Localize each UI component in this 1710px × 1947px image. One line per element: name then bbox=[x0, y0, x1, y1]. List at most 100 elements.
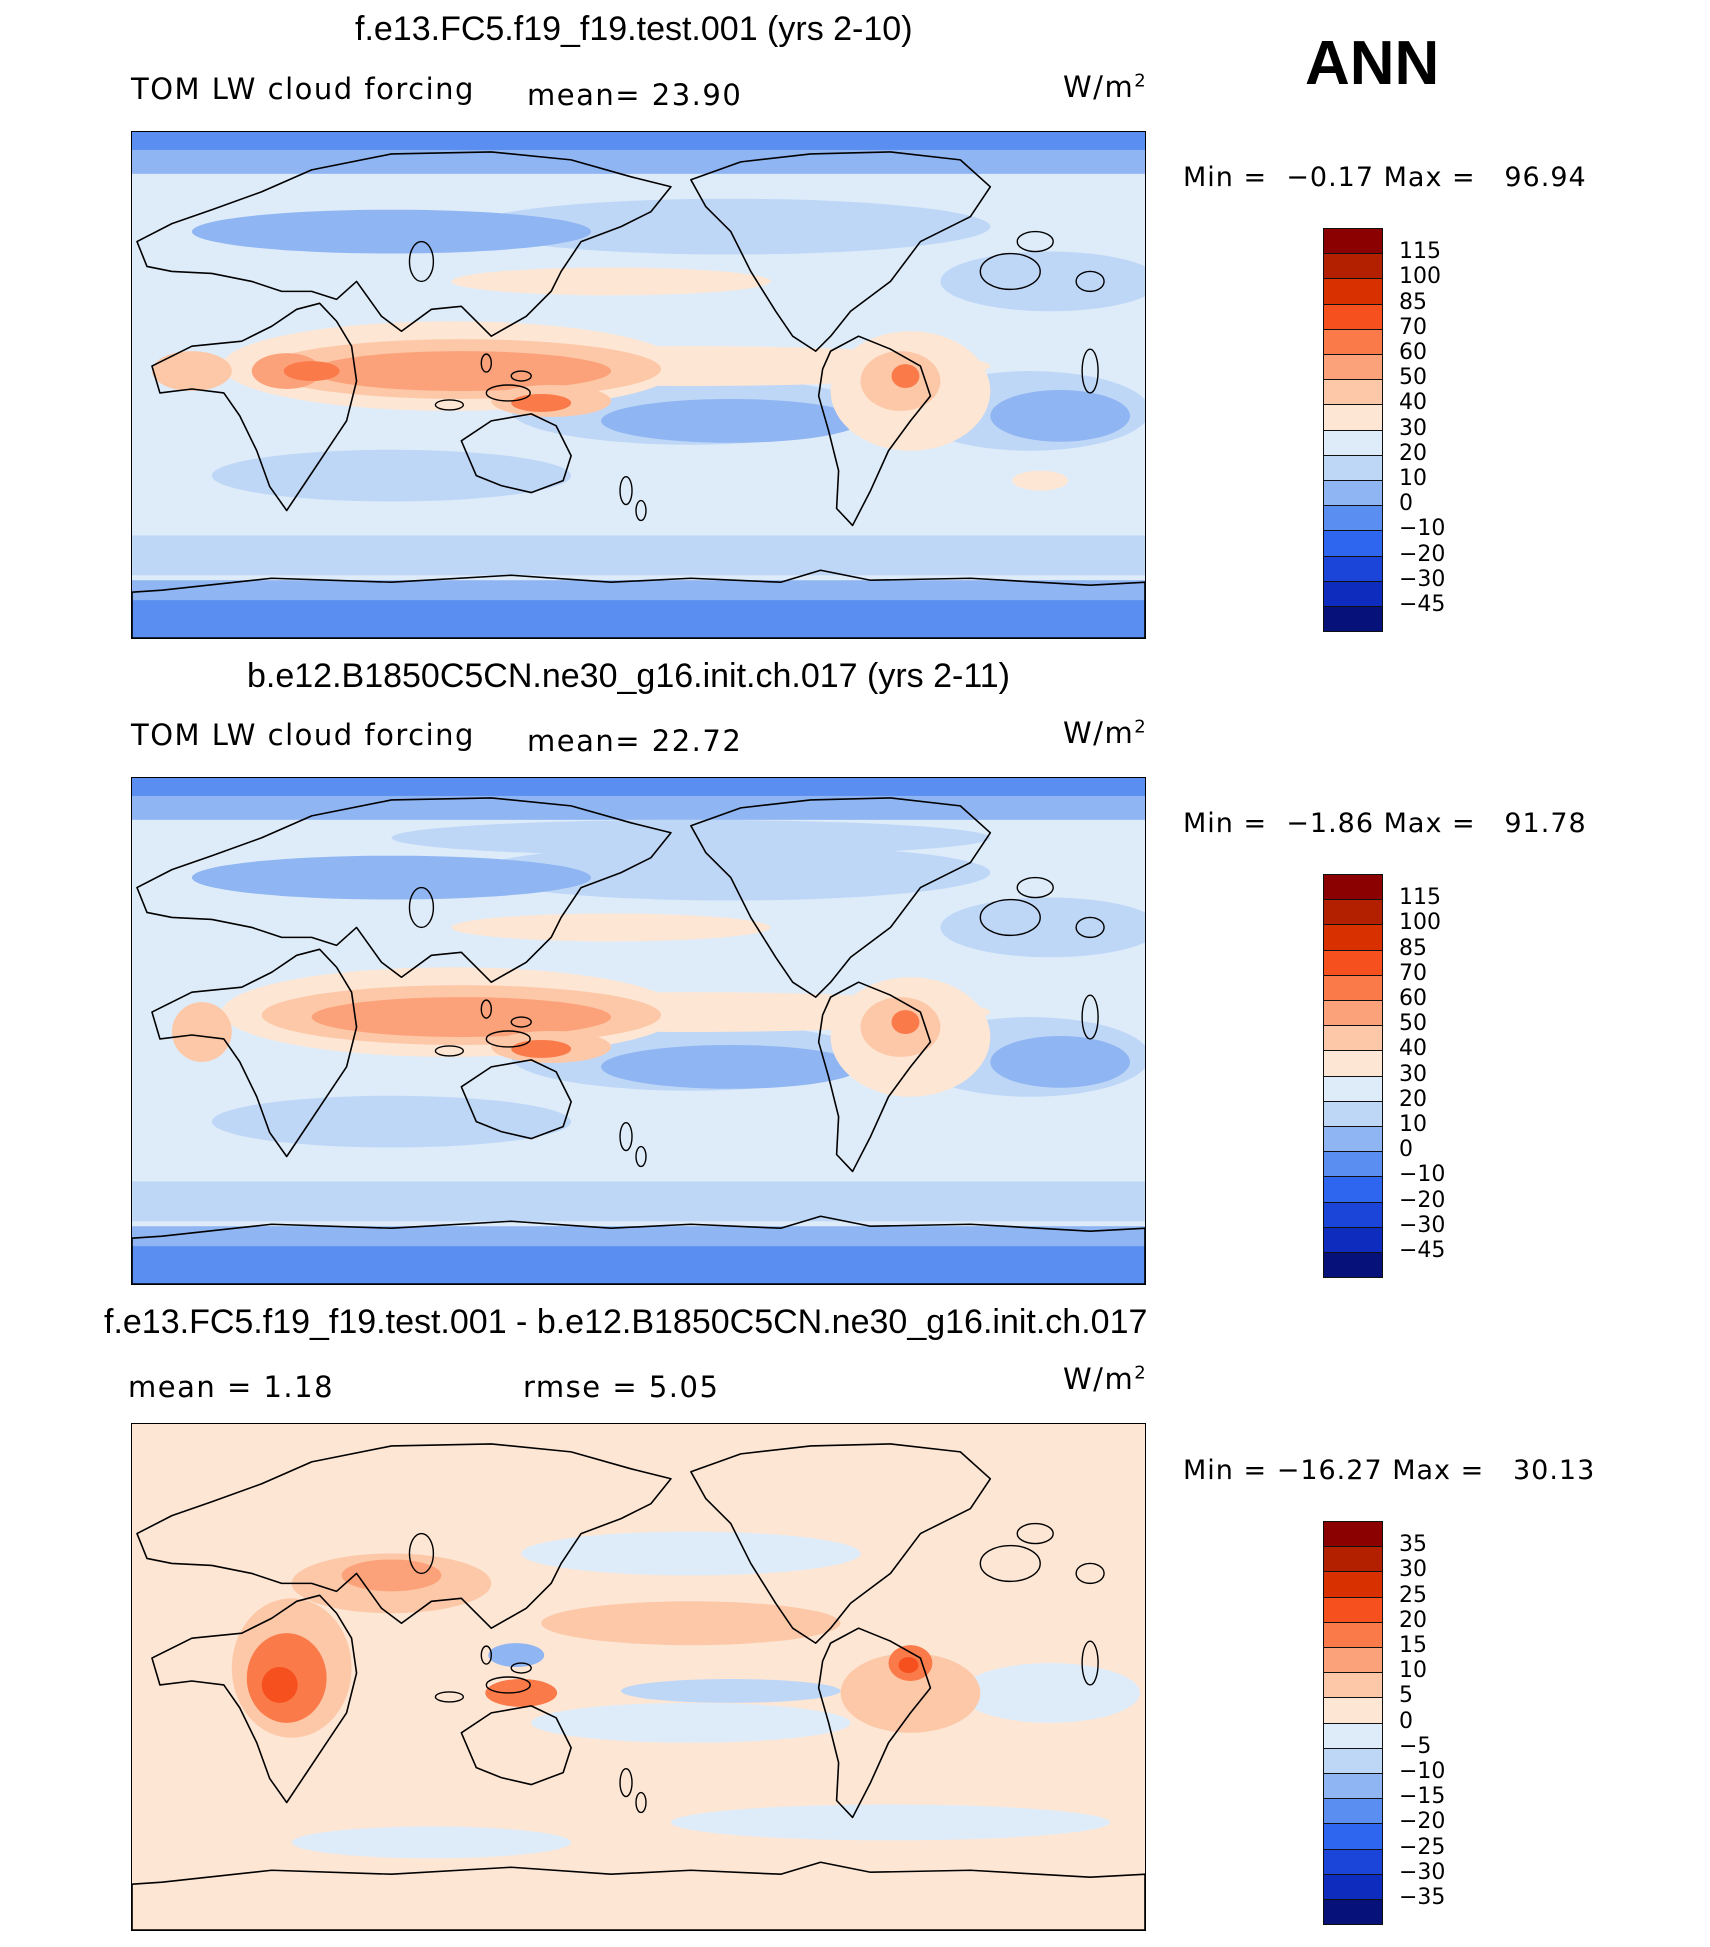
panel1-title: f.e13.FC5.f19_f19.test.001 (yrs 2-10) bbox=[355, 10, 913, 48]
panel3-rmse: rmse = 5.05 bbox=[523, 1370, 720, 1404]
contour-region bbox=[341, 1559, 442, 1592]
colorbar-swatch bbox=[1323, 1000, 1383, 1027]
contour-region bbox=[471, 844, 991, 901]
colorbar-swatch bbox=[1323, 1697, 1383, 1724]
colorbar-label: 70 bbox=[1399, 960, 1427, 986]
coastline bbox=[480, 353, 492, 373]
contour-region bbox=[171, 1002, 232, 1062]
season-label: ANN bbox=[1305, 29, 1440, 98]
colorbar-swatch bbox=[1323, 1798, 1383, 1825]
contour-region bbox=[1012, 470, 1069, 491]
coastline bbox=[485, 384, 531, 402]
coastline bbox=[136, 797, 672, 983]
coastline bbox=[151, 1594, 358, 1804]
coastline bbox=[485, 1030, 531, 1048]
coastline bbox=[460, 413, 572, 494]
colorbar-label: −5 bbox=[1399, 1733, 1432, 1759]
colorbar-swatch bbox=[1323, 1848, 1383, 1875]
panel2-mean: mean= 22.72 bbox=[527, 724, 743, 758]
colorbar-label: 20 bbox=[1399, 1086, 1427, 1112]
colorbar-label: 25 bbox=[1399, 1582, 1427, 1608]
colorbar-label: 10 bbox=[1399, 1658, 1427, 1684]
coastline bbox=[635, 1791, 647, 1814]
contour-region bbox=[391, 819, 991, 856]
colorbar-swatch bbox=[1323, 1226, 1383, 1253]
colorbar-swatch bbox=[1323, 1621, 1383, 1648]
coastline bbox=[136, 1443, 672, 1629]
coastline bbox=[132, 569, 1145, 638]
colorbar-label: 5 bbox=[1399, 1683, 1413, 1709]
colorbar-swatch bbox=[1323, 530, 1383, 557]
panel2-title: b.e12.B1850C5CN.ne30_g16.init.ch.017 (yr… bbox=[247, 657, 1010, 695]
contour-region bbox=[521, 1531, 861, 1576]
colorbar-label: 35 bbox=[1399, 1532, 1427, 1558]
contour-region bbox=[261, 1667, 298, 1703]
colorbar-label: −10 bbox=[1399, 516, 1446, 542]
coastline bbox=[1081, 994, 1099, 1040]
colorbar-swatch bbox=[1323, 1252, 1383, 1279]
contour-region bbox=[291, 1826, 572, 1859]
colorbar-label: −30 bbox=[1399, 566, 1446, 592]
coastline bbox=[510, 370, 532, 382]
colorbar-swatch bbox=[1323, 1126, 1383, 1153]
colorbar-swatch bbox=[1323, 1722, 1383, 1749]
colorbar-swatch bbox=[1323, 974, 1383, 1001]
contour-region bbox=[311, 997, 612, 1037]
panel3-title: f.e13.FC5.f19_f19.test.001 - b.e12.B1850… bbox=[104, 1303, 1148, 1341]
coastline bbox=[619, 1121, 633, 1152]
contour-region bbox=[451, 913, 771, 942]
panel1-minmax: Min = −0.17 Max = 96.94 bbox=[1183, 162, 1587, 193]
colorbar-label: 60 bbox=[1399, 340, 1427, 365]
colorbar-swatch bbox=[1323, 1571, 1383, 1598]
colorbar-label: 0 bbox=[1399, 491, 1413, 517]
colorbar-label: −35 bbox=[1399, 1885, 1446, 1910]
colorbar-label: 40 bbox=[1399, 1036, 1427, 1062]
colorbar-swatch bbox=[1323, 1201, 1383, 1228]
colorbar-label: 100 bbox=[1399, 910, 1441, 936]
panel3-minmax: Min = −16.27 Max = 30.13 bbox=[1183, 1455, 1596, 1486]
contour-region bbox=[511, 1039, 572, 1058]
colorbar-swatch bbox=[1323, 303, 1383, 330]
colorbar-label: 115 bbox=[1399, 239, 1441, 265]
contour-region bbox=[940, 897, 1145, 958]
coastline bbox=[434, 1691, 465, 1703]
colorbar-label: 100 bbox=[1399, 264, 1441, 290]
contour-region bbox=[891, 1010, 920, 1034]
colorbar-label: 40 bbox=[1399, 390, 1427, 416]
colorbar-swatch bbox=[1323, 379, 1383, 406]
coastline bbox=[408, 1532, 435, 1575]
coastline bbox=[1081, 1640, 1099, 1686]
colorbar-swatch bbox=[1323, 1672, 1383, 1699]
panel3-mean: mean = 1.18 bbox=[128, 1370, 335, 1404]
colorbar-swatch bbox=[1323, 1773, 1383, 1800]
colorbar-swatch bbox=[1323, 1546, 1383, 1573]
colorbar-swatch bbox=[1323, 278, 1383, 305]
colorbar-label: 30 bbox=[1399, 1061, 1427, 1087]
contour-region bbox=[485, 1678, 558, 1707]
colorbar-label: 60 bbox=[1399, 986, 1427, 1011]
colorbar-label: 20 bbox=[1399, 440, 1427, 466]
colorbar-swatch bbox=[1323, 555, 1383, 582]
coastline bbox=[1075, 270, 1105, 293]
colorbar-label: 50 bbox=[1399, 365, 1427, 391]
contour-region bbox=[960, 1663, 1141, 1723]
contour-region bbox=[898, 1657, 919, 1674]
contour-region bbox=[541, 1601, 841, 1646]
colorbar-swatch bbox=[1323, 1899, 1383, 1926]
panel3-units: W/m2 bbox=[1063, 1362, 1148, 1396]
colorbar-swatch bbox=[1323, 404, 1383, 431]
colorbar-label: −20 bbox=[1399, 1187, 1446, 1213]
colorbar-swatch bbox=[1323, 1025, 1383, 1052]
contour-region bbox=[132, 132, 1145, 150]
colorbar-swatch bbox=[1323, 228, 1383, 255]
contour-region bbox=[132, 600, 1145, 638]
contour-region bbox=[283, 361, 340, 382]
colorbar-swatch bbox=[1323, 1100, 1383, 1127]
coastline bbox=[460, 1705, 572, 1786]
colorbar-label: −30 bbox=[1399, 1212, 1446, 1238]
colorbar-swatch bbox=[1323, 505, 1383, 532]
coastline bbox=[151, 948, 358, 1158]
coastline bbox=[485, 1676, 531, 1694]
colorbar-label: 70 bbox=[1399, 314, 1427, 340]
colorbar-swatch bbox=[1323, 580, 1383, 607]
